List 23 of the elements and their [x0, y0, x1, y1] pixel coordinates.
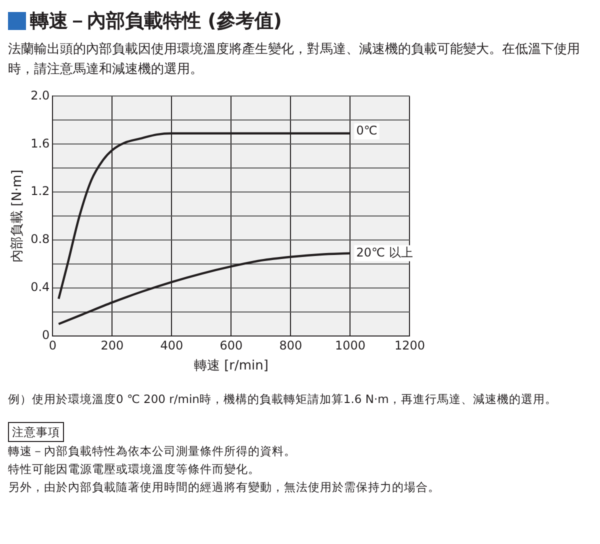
text: 轉速－內部負載特性為依本公司測量條件所得的資料。 [8, 443, 297, 460]
y-axis-title: 內部負載 [N·m] [10, 170, 26, 262]
y-tick-label: 0 [42, 328, 50, 342]
series-label: 0℃ [356, 123, 378, 138]
x-tick-label: 200 [100, 338, 124, 352]
text: 另外，由於內部負載隨著使用時間的經過將有變動，無法使用於需保持力的場合。 [8, 479, 441, 496]
chart-subtitle: 法蘭輸出頭的內部負載因使用環境溫度將產生變化，對馬達、減速機的負載可能變大。在低溫下使用時，請注意馬達和減速機的選用。 [8, 41, 581, 79]
x-tick-label: 600 [220, 338, 243, 352]
text: 注意事項 [8, 422, 64, 442]
chart-title: 轉速－內部負載特性 (參考值) [30, 9, 282, 34]
x-tick-label: 400 [160, 338, 184, 352]
y-tick-label: 1.6 [30, 136, 50, 150]
x-axis-title: 轉速 [r/min] [194, 358, 268, 374]
x-tick-label: 1200 [394, 338, 426, 352]
x-tick-label: 1000 [334, 338, 366, 352]
y-tick-label: 0.4 [30, 280, 50, 294]
y-tick-label: 1.2 [30, 184, 50, 198]
y-tick-label: 0.8 [30, 232, 50, 246]
series-label: 20℃ 以上 [356, 245, 413, 260]
y-tick-label: 2.0 [30, 88, 50, 102]
text: 特性可能因電源電壓或環境溫度等條件而變化。 [8, 461, 261, 478]
text: 例）使用於環境溫度0 ℃ 200 r/min時，機構的負載轉矩請加算1.6 N·m，再進行馬達、減速機的選用。 [8, 391, 558, 408]
x-tick-label: 800 [279, 338, 302, 352]
